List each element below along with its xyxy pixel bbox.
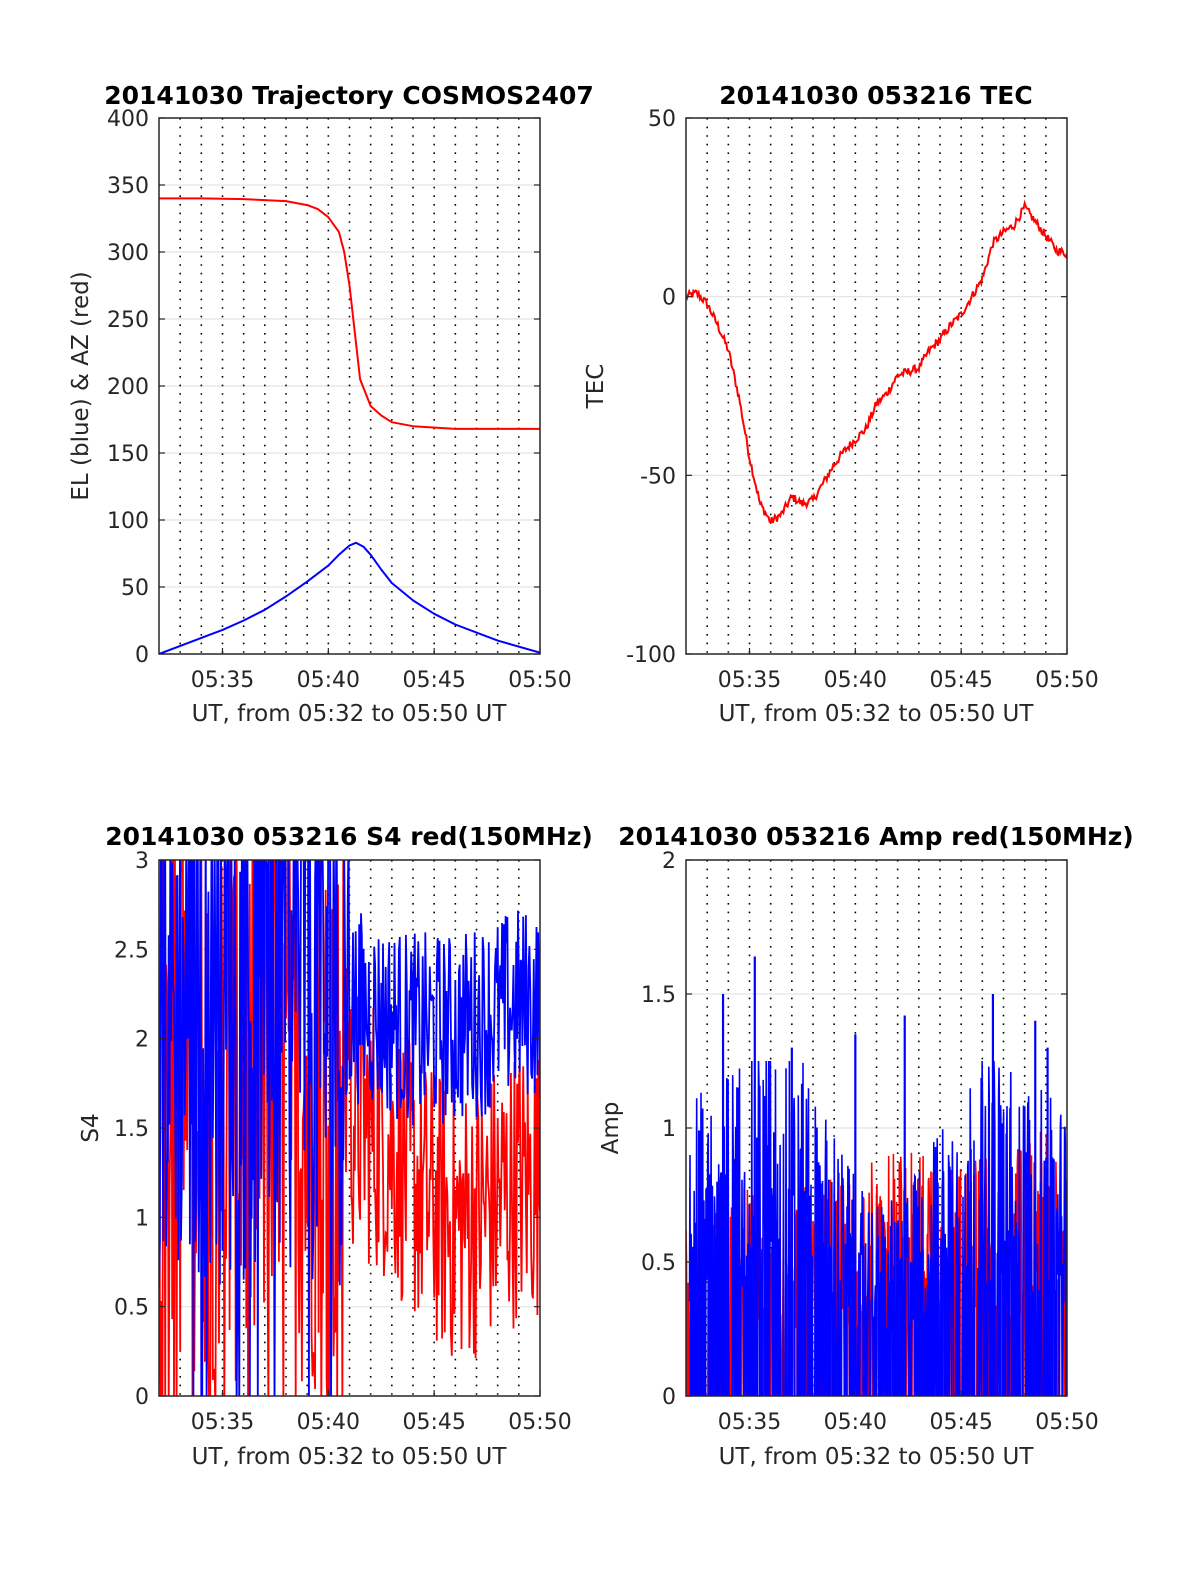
tec-grid	[686, 118, 1067, 654]
tec-ytick-label: 50	[648, 107, 676, 132]
trajectory-xtick-label: 05:40	[297, 668, 360, 693]
amp-xtick-label: 05:50	[1035, 1410, 1098, 1435]
s4-title: 20141030 053216 S4 red(150MHz)	[105, 822, 593, 851]
amp-ylabel: Amp	[598, 1102, 624, 1155]
tec-ytick-label: 0	[662, 286, 676, 311]
s4-ytick-label: 0	[135, 1385, 149, 1410]
amp-ytick-label: 0.5	[641, 1251, 676, 1276]
tec-xtick-label: 05:50	[1035, 668, 1098, 693]
amp-blue-trace	[688, 1060, 1067, 1396]
panel-tec: 20141030 053216 TEC -100 -50 0 50 05:35 05:40…	[583, 81, 1099, 727]
trajectory-ytick-label: 0	[135, 643, 149, 668]
tec-xtick-label: 05:35	[718, 668, 781, 693]
panel-trajectory: 20141030 Trajectory COSMOS2407 0 50 100 150…	[68, 81, 594, 727]
tec-xlabel: UT, from 05:32 to 05:50 UT	[719, 701, 1035, 727]
tec-axes-box	[685, 117, 1068, 655]
tec-ytick-label: -100	[626, 643, 676, 668]
amp-xtick-label: 05:40	[824, 1410, 887, 1435]
tec-ticks: -100 -50 0 50 05:35 05:40 05:45 05:50	[626, 107, 1099, 693]
s4-series	[159, 860, 540, 1396]
azimuth-line	[159, 197, 540, 430]
trajectory-title: 20141030 Trajectory COSMOS2407	[104, 81, 594, 110]
amp-ytick-label: 2	[662, 849, 676, 874]
tec-series	[686, 199, 1067, 524]
trajectory-ytick-label: 200	[107, 375, 149, 400]
trajectory-series	[159, 197, 540, 654]
s4-ytick-label: 3	[135, 849, 149, 874]
s4-ytick-label: 1	[135, 1206, 149, 1231]
tec-xtick-label: 05:45	[929, 668, 992, 693]
amp-plot-area	[686, 956, 1067, 1396]
amp-title: 20141030 053216 Amp red(150MHz)	[618, 822, 1134, 851]
s4-xtick-label: 05:50	[508, 1410, 571, 1435]
s4-blue-trace	[159, 860, 540, 1396]
s4-xtick-label: 05:35	[191, 1410, 254, 1435]
trajectory-ticks: 0 50 100 150 200 250 300 350 400 05:35 05:40 05:45 0…	[107, 107, 572, 693]
amp-ytick-label: 1	[662, 1117, 676, 1142]
trajectory-ytick-label: 250	[107, 308, 149, 333]
s4-ticks: 0 0.5 1 1.5 2 2.5 3 05:35 05:40 05:45 05:50	[114, 849, 572, 1435]
tec-plot-area	[686, 199, 1067, 524]
trajectory-grid	[159, 118, 540, 654]
trajectory-xlabel: UT, from 05:32 to 05:50 UT	[192, 701, 508, 727]
trajectory-ytick-label: 150	[107, 442, 149, 467]
tec-ylabel: TEC	[583, 364, 609, 410]
tec-ytick-label: -50	[640, 464, 676, 489]
trajectory-xtick-label: 05:35	[191, 668, 254, 693]
s4-ytick-label: 1.5	[114, 1117, 149, 1142]
s4-ytick-label: 2	[135, 1028, 149, 1053]
amp-xtick-label: 05:45	[929, 1410, 992, 1435]
amp-xlabel: UT, from 05:32 to 05:50 UT	[719, 1444, 1035, 1470]
trajectory-ytick-label: 300	[107, 241, 149, 266]
panel-amp: 20141030 053216 Amp red(150MHz) 0 0.5 1 1.5…	[598, 822, 1134, 1470]
amp-ticks: 0 0.5 1 1.5 2 05:35 05:40 05:45 05:50	[641, 849, 1099, 1435]
panel-s4: 20141030 053216 S4 red(150MHz) 0 0.5 1 1.5 2…	[78, 822, 593, 1470]
s4-xlabel: UT, from 05:32 to 05:50 UT	[192, 1444, 508, 1470]
trajectory-ytick-label: 400	[107, 107, 149, 132]
trajectory-plot-area	[159, 197, 540, 654]
tec-line	[686, 199, 1067, 524]
amp-series	[686, 956, 1067, 1396]
tec-xtick-label: 05:40	[824, 668, 887, 693]
trajectory-ytick-label: 100	[107, 509, 149, 534]
tec-title: 20141030 053216 TEC	[719, 81, 1032, 110]
amp-ytick-label: 1.5	[641, 983, 676, 1008]
s4-ytick-label: 2.5	[114, 938, 149, 963]
s4-xtick-label: 05:40	[297, 1410, 360, 1435]
trajectory-xtick-label: 05:45	[402, 668, 465, 693]
trajectory-ylabel: EL (blue) & AZ (red)	[68, 271, 94, 500]
trajectory-ytick-label: 50	[121, 576, 149, 601]
trajectory-ytick-label: 350	[107, 174, 149, 199]
amp-xtick-label: 05:35	[718, 1410, 781, 1435]
amp-ytick-label: 0	[662, 1385, 676, 1410]
elevation-line	[159, 541, 540, 654]
trajectory-xtick-label: 05:50	[508, 668, 571, 693]
s4-ylabel: S4	[78, 1113, 104, 1142]
s4-plot-area	[159, 860, 540, 1396]
s4-xtick-label: 05:45	[402, 1410, 465, 1435]
s4-ytick-label: 0.5	[114, 1296, 149, 1321]
